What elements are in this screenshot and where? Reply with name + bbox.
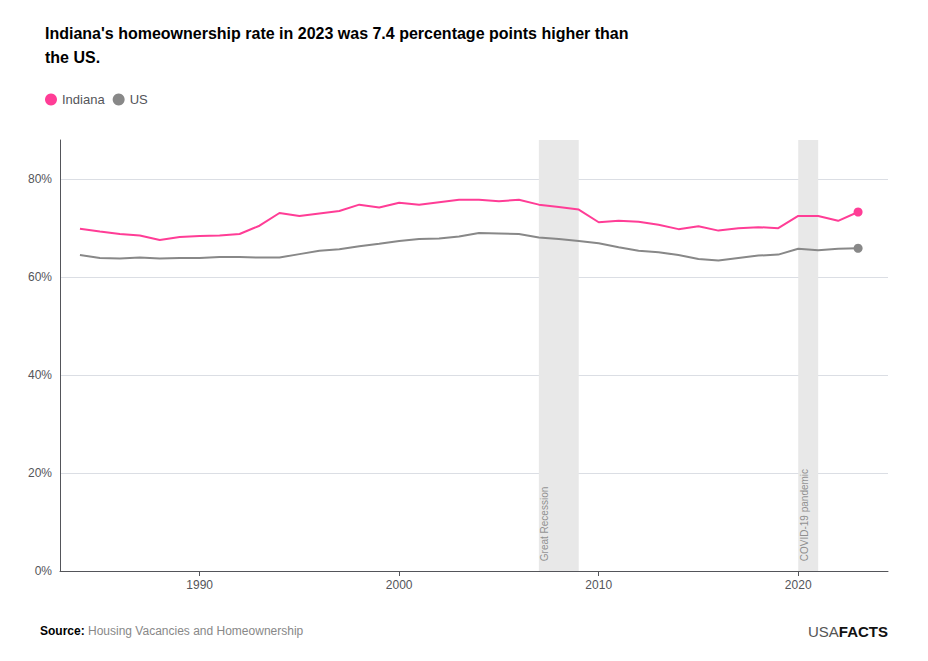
- svg-text:FACTS: FACTS: [839, 623, 888, 640]
- svg-text:40%: 40%: [28, 368, 52, 382]
- svg-text:Source:: Source:: [40, 624, 85, 638]
- svg-text:Indiana's homeownership rate i: Indiana's homeownership rate in 2023 was…: [45, 25, 629, 42]
- svg-text:the US.: the US.: [45, 49, 100, 66]
- svg-text:USA: USA: [808, 623, 839, 640]
- svg-text:20%: 20%: [28, 466, 52, 480]
- svg-text:0%: 0%: [35, 564, 53, 578]
- svg-text:2020: 2020: [785, 578, 812, 592]
- svg-text:1990: 1990: [186, 578, 213, 592]
- svg-text:COVID-19 pandemic: COVID-19 pandemic: [799, 469, 810, 561]
- svg-text:Housing Vacancies and Homeowne: Housing Vacancies and Homeownership: [88, 624, 304, 638]
- svg-text:Great Recession: Great Recession: [539, 487, 550, 561]
- svg-text:2000: 2000: [386, 578, 413, 592]
- svg-text:Indiana: Indiana: [62, 92, 105, 107]
- svg-text:US: US: [130, 92, 148, 107]
- svg-text:80%: 80%: [28, 172, 52, 186]
- svg-text:60%: 60%: [28, 270, 52, 284]
- svg-text:2010: 2010: [585, 578, 612, 592]
